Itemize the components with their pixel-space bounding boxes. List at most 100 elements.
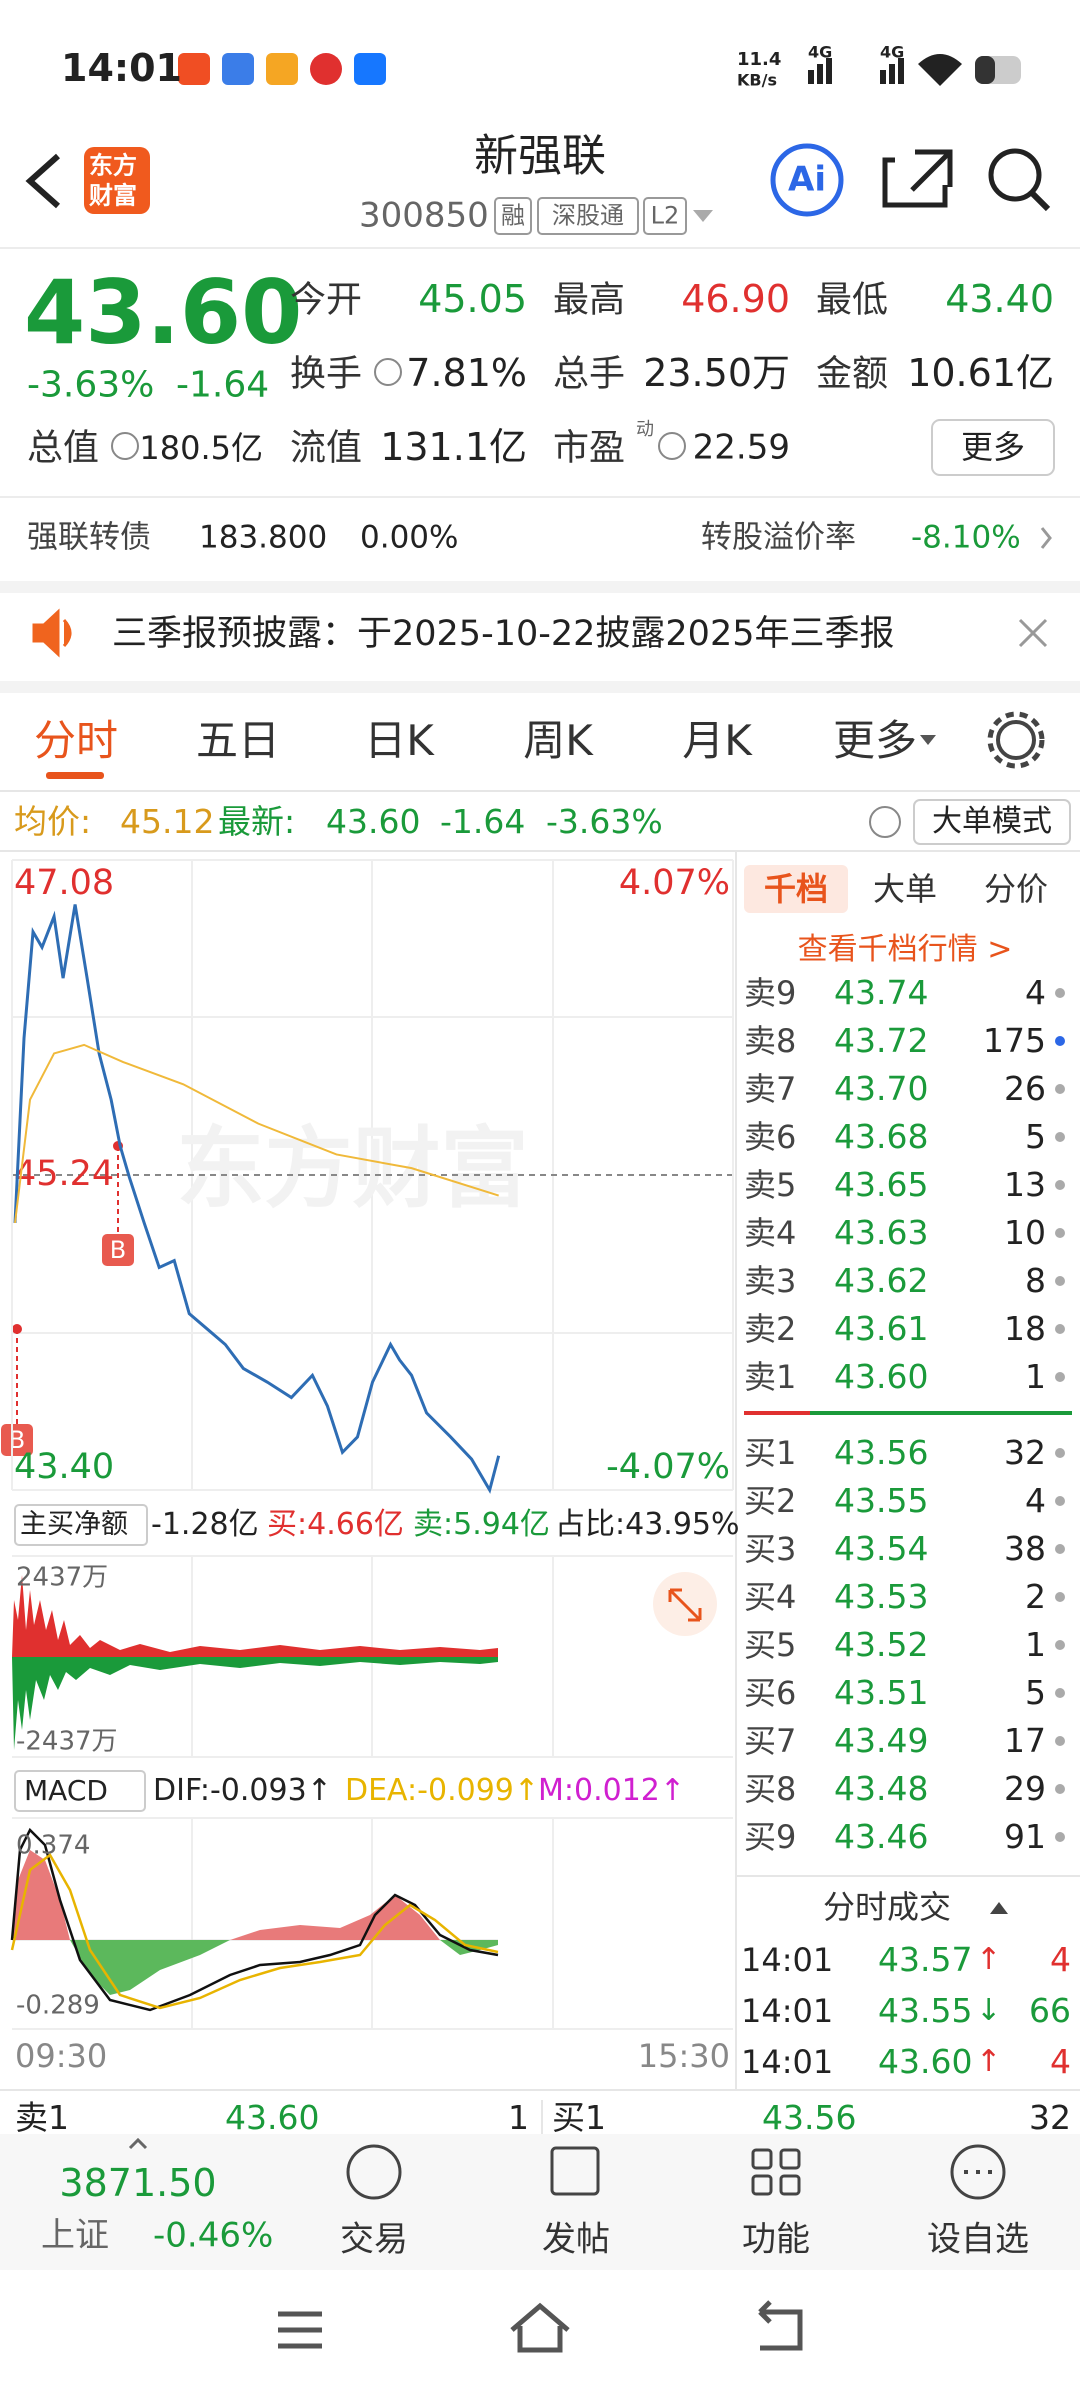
last-price: 43.60 [24, 261, 303, 365]
mode-button-label[interactable]: 大单模式 [932, 804, 1052, 839]
macd-dif: DIF:-0.093↑ [153, 1773, 332, 1808]
tab[interactable]: 更多 [833, 715, 918, 765]
flow-buy: 买:4.66亿 [267, 1507, 404, 1542]
avg-value: 45.12 [120, 802, 215, 842]
book-price: 43.54 [834, 1529, 929, 1569]
back-icon[interactable] [25, 153, 60, 209]
tab[interactable]: 周K [523, 715, 593, 765]
flow-ratio: 占比:43.95% [555, 1507, 740, 1542]
book-label: 卖4 [744, 1213, 797, 1252]
separator [0, 581, 1080, 593]
ai-label[interactable]: Ai [788, 159, 826, 200]
settings-icon[interactable] [996, 720, 1036, 760]
chevron[interactable] [1040, 527, 1052, 549]
stock-name: 新强联 [474, 130, 606, 182]
tag-box [643, 197, 687, 235]
book-volume: 38 [1004, 1529, 1046, 1569]
bar-volume: 32 [1029, 2098, 1071, 2138]
volume-buy [12, 1575, 498, 1657]
trades-title[interactable]: 分时成交 [822, 1887, 952, 1926]
book-label: 卖1 [744, 1357, 797, 1396]
latest-change: -1.64 [440, 802, 526, 842]
field-value: 180.5亿 [139, 428, 263, 467]
book-tab[interactable]: 分价 [983, 869, 1049, 908]
watchlist-icon[interactable] [950, 2144, 1006, 2200]
chevron-up[interactable] [128, 2137, 148, 2150]
divider [0, 247, 1080, 249]
dropdown-icon[interactable] [920, 735, 936, 745]
dropdown-icon[interactable] [693, 210, 713, 222]
signal: 4G [880, 42, 905, 62]
series-line [14, 1043, 499, 1224]
book-label: 买3 [744, 1529, 797, 1568]
book-volume: 13 [1004, 1165, 1046, 1205]
book-tab[interactable]: 千档 [763, 869, 829, 908]
macd-dea: DEA:-0.099↑ [345, 1773, 540, 1808]
dif-line [10, 1827, 499, 2012]
bond-price: 183.800 [199, 519, 328, 556]
trade-volume: 4 [1050, 2042, 1071, 2082]
book-label: 买1 [744, 1433, 797, 1472]
notice[interactable]: 三季报预披露：于2025-10-22披露2025年三季报 [112, 614, 895, 654]
flow-label[interactable]: 主买净额 [20, 1508, 128, 1540]
ai-icon[interactable] [770, 143, 844, 217]
nav-item[interactable]: 设自选 [927, 2219, 1029, 2260]
tab[interactable]: 分时 [33, 715, 119, 765]
mode-button[interactable] [913, 799, 1071, 845]
back-key[interactable] [758, 2300, 803, 2351]
nav-item[interactable]: 交易 [340, 2219, 408, 2260]
tab[interactable]: 月K [682, 715, 752, 765]
more-button-label[interactable]: 更多 [960, 427, 1026, 466]
help-icon[interactable] [869, 806, 901, 838]
macd-min: -0.289 [16, 1990, 100, 2021]
field-value: 131.1亿 [380, 425, 527, 470]
book-price: 43.62 [834, 1261, 929, 1301]
function-icon[interactable] [751, 2148, 801, 2196]
info-icon[interactable] [111, 432, 139, 460]
tab[interactable]: 日K [364, 715, 434, 765]
stock-code: 300850 [359, 195, 489, 236]
watermark: 东方财富 [176, 1117, 528, 1220]
dropdown-box[interactable] [14, 1504, 148, 1546]
book-price: 43.56 [834, 1433, 929, 1473]
chart-grid [12, 860, 733, 2030]
share-icon[interactable] [882, 149, 953, 208]
book-volume: 18 [1004, 1309, 1046, 1349]
bar-label: 卖1 [15, 2098, 69, 2138]
bar-price: 43.60 [225, 2098, 320, 2138]
field-value: 23.50万 [643, 351, 790, 396]
logo [84, 147, 150, 214]
book-volume: 5 [1025, 1673, 1046, 1713]
book-volume: 10 [1004, 1213, 1046, 1253]
info-icon[interactable] [658, 432, 686, 460]
nav-item[interactable]: 功能 [742, 2219, 810, 2260]
book-tab[interactable]: 大单 [872, 869, 938, 908]
tag-box [494, 197, 532, 235]
nav-item[interactable]: 发帖 [542, 2219, 610, 2260]
index-name[interactable]: 上证 [41, 2215, 109, 2256]
book-link[interactable]: 查看千档行情 > [797, 932, 1013, 967]
trade-price: 43.55 [878, 1991, 973, 2031]
more-button[interactable] [931, 419, 1055, 476]
index-value[interactable]: 3871.50 [59, 2161, 217, 2206]
latest-value: 43.60 [326, 802, 421, 842]
macd-label[interactable]: MACD [24, 1774, 108, 1808]
book-price: 43.65 [834, 1165, 929, 1205]
tab[interactable]: 五日 [195, 715, 281, 765]
field-label: 换手 [290, 353, 363, 395]
menu-key[interactable] [278, 2311, 322, 2349]
trade-dir: ↑ [976, 2044, 1002, 2079]
book-label: 卖6 [744, 1117, 797, 1156]
post-icon[interactable] [550, 2146, 600, 2196]
field-label: 金额 [816, 353, 889, 395]
separator [0, 681, 1080, 693]
close-icon[interactable] [1018, 618, 1048, 648]
sort-icon[interactable] [990, 1902, 1008, 1914]
info-icon[interactable] [374, 358, 402, 386]
latest-change-pct: -3.63% [546, 802, 663, 842]
search-icon[interactable] [988, 148, 1042, 202]
home-key[interactable] [510, 2302, 570, 2353]
trade-icon[interactable] [346, 2144, 402, 2200]
dropdown-box[interactable] [14, 1770, 146, 1812]
index-change[interactable]: -0.46% [153, 2215, 274, 2256]
